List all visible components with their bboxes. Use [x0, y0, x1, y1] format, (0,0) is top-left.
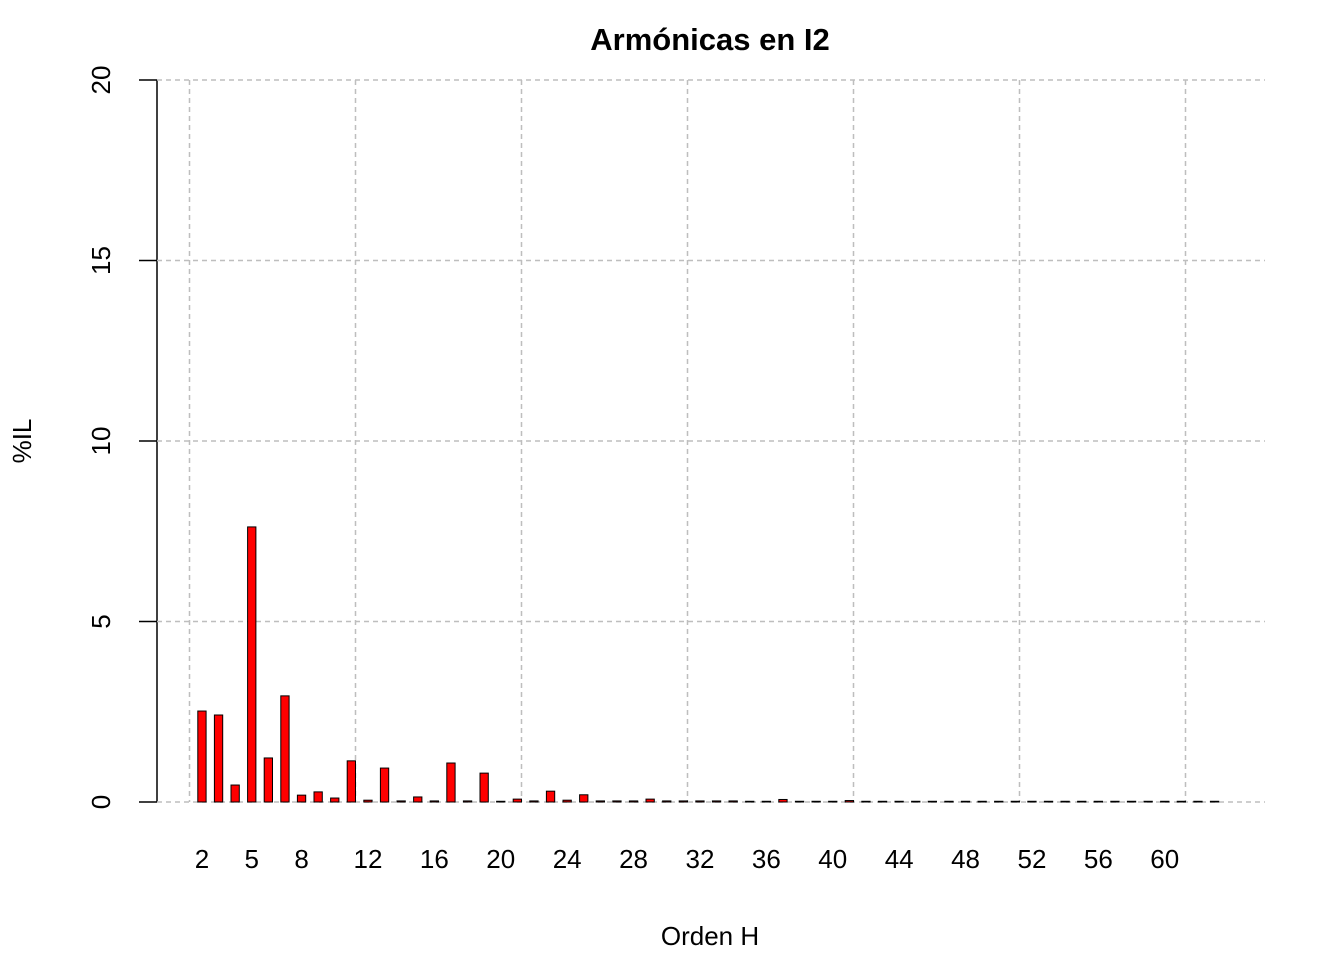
- bar: [429, 800, 440, 803]
- bar: [496, 800, 506, 803]
- bar: [778, 798, 788, 803]
- bar: [894, 800, 904, 803]
- bar: [745, 800, 755, 803]
- bar: [927, 800, 938, 803]
- y-tick-label: 15: [86, 246, 116, 275]
- bar: [529, 800, 539, 803]
- bar: [1060, 800, 1070, 803]
- x-tick-label: 2: [195, 844, 209, 874]
- bar: [678, 800, 689, 803]
- bar: [379, 767, 390, 803]
- x-tick-label: 40: [818, 844, 847, 874]
- bar: [346, 760, 357, 803]
- bar: [911, 800, 921, 803]
- x-tick-label: 52: [1017, 844, 1046, 874]
- bar: [728, 800, 738, 803]
- x-tick-label: 36: [752, 844, 781, 874]
- bar: [197, 710, 207, 803]
- bar: [695, 800, 705, 803]
- bar: [230, 784, 240, 803]
- bar: [1209, 800, 1220, 803]
- bar: [1143, 800, 1153, 803]
- x-tick-label: 32: [685, 844, 714, 874]
- bar: [363, 799, 373, 803]
- y-tick-label: 20: [86, 66, 116, 95]
- x-tick-label: 5: [245, 844, 259, 874]
- bar: [562, 799, 572, 803]
- y-tick-label: 5: [86, 614, 116, 628]
- bar: [595, 800, 606, 803]
- bar: [1126, 800, 1137, 803]
- bar: [446, 762, 456, 803]
- bar: [330, 797, 340, 803]
- bar: [1193, 800, 1203, 803]
- x-tick-label: 44: [885, 844, 914, 874]
- bar: [711, 800, 722, 803]
- bar: [960, 800, 971, 803]
- bar: [512, 798, 523, 803]
- bar: [1160, 800, 1170, 803]
- y-tick-label: 10: [86, 427, 116, 456]
- bar: [1077, 800, 1087, 803]
- x-tick-label: 48: [951, 844, 980, 874]
- bar: [296, 794, 307, 803]
- bar: [1010, 800, 1021, 803]
- x-tick-label: 8: [294, 844, 308, 874]
- bar: [645, 798, 655, 803]
- bar: [396, 800, 406, 803]
- bar: [844, 800, 855, 803]
- bar: [545, 790, 556, 803]
- bar: [794, 800, 805, 803]
- x-tick-label: 16: [420, 844, 449, 874]
- bar: [313, 791, 323, 803]
- bar: [213, 714, 224, 803]
- bar: [761, 800, 772, 803]
- x-tick-label: 24: [553, 844, 582, 874]
- x-tick-label: 60: [1150, 844, 1179, 874]
- bar: [280, 695, 290, 803]
- bar: [628, 800, 639, 803]
- bar: [462, 800, 473, 803]
- y-tick-label: 0: [86, 795, 116, 809]
- chart-title: Armónicas en I2: [590, 22, 829, 57]
- bar: [612, 800, 622, 803]
- bar: [1043, 800, 1054, 803]
- x-tick-label: 56: [1084, 844, 1113, 874]
- bar: [479, 772, 489, 803]
- x-tick-label: 20: [486, 844, 515, 874]
- bar: [247, 526, 257, 803]
- bar: [1027, 800, 1037, 803]
- bar: [1110, 800, 1120, 803]
- bar: [994, 800, 1004, 803]
- bar: [263, 757, 274, 803]
- x-axis-label: Orden H: [661, 921, 759, 951]
- bar: [413, 796, 423, 803]
- bar: [811, 800, 821, 803]
- bar: [861, 800, 871, 803]
- bar: [1176, 800, 1186, 803]
- bar: [662, 800, 672, 803]
- bar: [944, 800, 954, 803]
- bar: [877, 800, 888, 803]
- x-tick-label: 28: [619, 844, 648, 874]
- bar: [977, 800, 987, 803]
- y-axis-label: %IL: [7, 419, 37, 464]
- bar: [828, 800, 838, 803]
- x-tick-label: 12: [353, 844, 382, 874]
- bar: [579, 794, 589, 803]
- bar: [1093, 800, 1103, 803]
